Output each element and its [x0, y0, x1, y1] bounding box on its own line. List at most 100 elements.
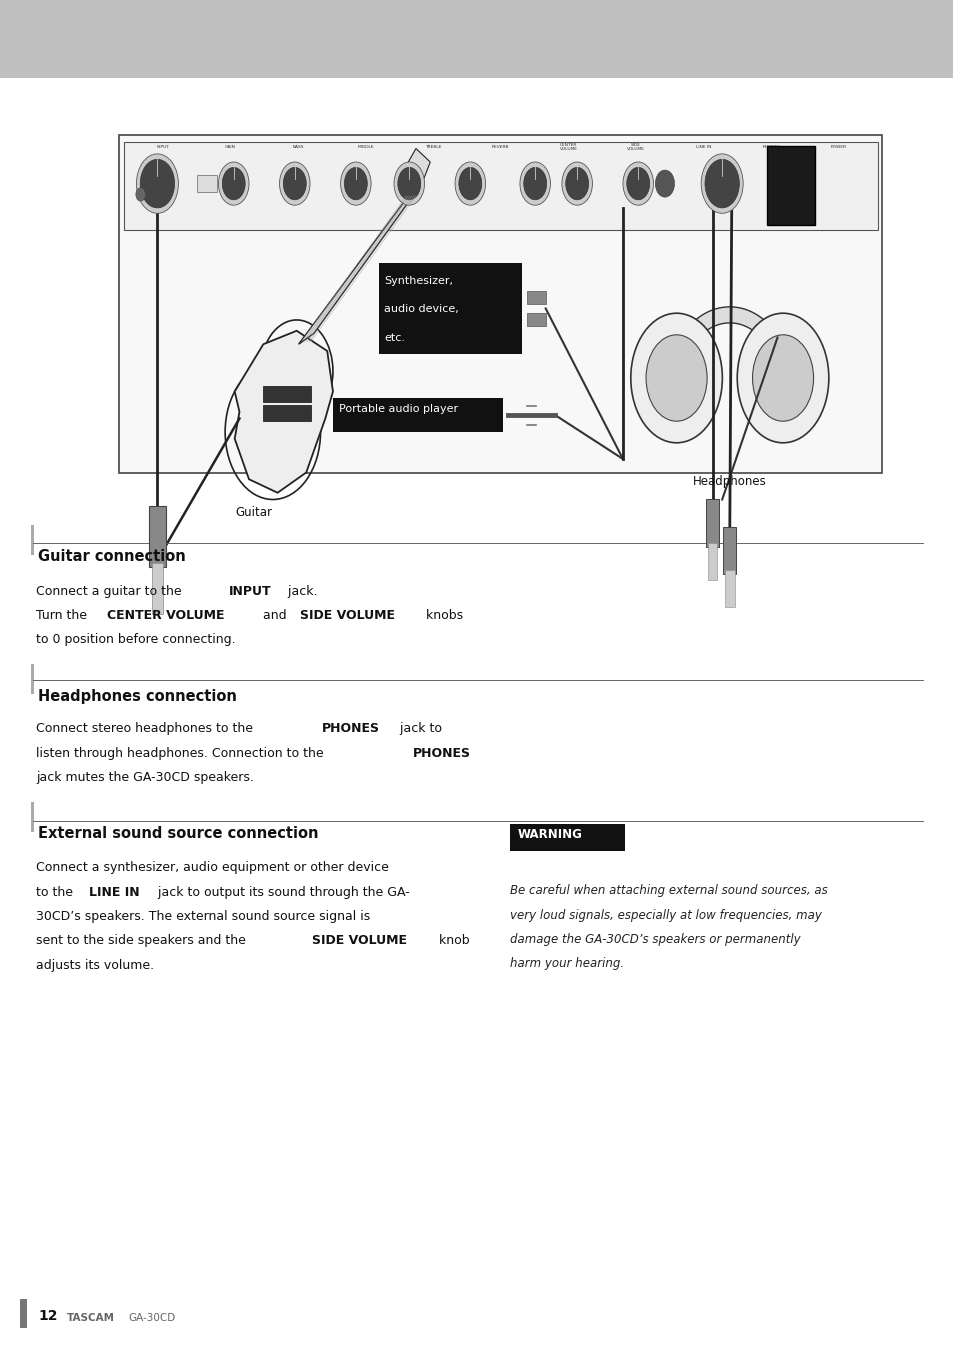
Circle shape	[135, 188, 145, 201]
Circle shape	[455, 162, 485, 205]
Text: 3 – Connections: 3 – Connections	[36, 26, 294, 53]
Text: Portable audio player: Portable audio player	[338, 404, 457, 413]
Text: etc.: etc.	[384, 333, 405, 343]
Text: CENTER
VOLUME: CENTER VOLUME	[558, 143, 577, 151]
Text: adjusts its volume.: adjusts its volume.	[36, 958, 154, 972]
Text: harm your hearing.: harm your hearing.	[510, 957, 624, 971]
Text: 12: 12	[38, 1310, 57, 1323]
Circle shape	[340, 162, 371, 205]
Bar	[766, 146, 814, 225]
Circle shape	[344, 167, 367, 200]
Bar	[149, 506, 166, 567]
Bar	[707, 543, 717, 580]
Bar	[333, 398, 502, 432]
Text: BASS: BASS	[292, 146, 303, 148]
Text: SIDE VOLUME: SIDE VOLUME	[312, 934, 407, 948]
Text: External sound source connection: External sound source connection	[38, 826, 318, 841]
Text: jack.: jack.	[284, 585, 317, 598]
Circle shape	[523, 167, 546, 200]
Circle shape	[645, 335, 706, 421]
Text: very loud signals, especially at low frequencies, may: very loud signals, especially at low fre…	[510, 909, 821, 922]
Bar	[20, 1299, 27, 1328]
Bar	[378, 262, 521, 354]
Bar	[119, 135, 882, 472]
Circle shape	[222, 167, 245, 200]
Text: SIDE VOLUME: SIDE VOLUME	[299, 609, 395, 622]
Text: PHONES: PHONES	[321, 722, 379, 736]
Circle shape	[626, 167, 649, 200]
Text: knob: knob	[435, 934, 469, 948]
Text: sent to the side speakers and the: sent to the side speakers and the	[36, 934, 250, 948]
Text: jack mutes the GA-30CD speakers.: jack mutes the GA-30CD speakers.	[36, 771, 253, 784]
Text: and: and	[258, 609, 290, 622]
Text: to the: to the	[36, 886, 77, 899]
Text: knobs: knobs	[422, 609, 463, 622]
Bar	[31, 664, 34, 694]
Polygon shape	[396, 148, 430, 202]
Bar	[124, 142, 877, 230]
Circle shape	[140, 159, 174, 208]
Bar	[0, 0, 953, 78]
Text: GAIN: GAIN	[225, 146, 235, 148]
Text: TREBLE: TREBLE	[424, 146, 441, 148]
Text: Headphones connection: Headphones connection	[38, 688, 236, 703]
Text: PHONES: PHONES	[761, 146, 780, 148]
Text: 30CD’s speakers. The external sound source signal is: 30CD’s speakers. The external sound sour…	[36, 910, 370, 923]
Polygon shape	[298, 192, 416, 344]
Text: PHONES: PHONES	[412, 747, 470, 760]
Text: TASCAM: TASCAM	[67, 1314, 114, 1323]
Circle shape	[279, 162, 310, 205]
Bar	[31, 525, 34, 555]
Text: Guitar connection: Guitar connection	[38, 549, 186, 564]
Text: GA-30CD: GA-30CD	[129, 1314, 176, 1323]
Polygon shape	[234, 331, 333, 493]
Text: Headphones: Headphones	[692, 475, 766, 489]
Text: SIDE
VOLUME: SIDE VOLUME	[626, 143, 644, 151]
Circle shape	[136, 154, 178, 213]
Circle shape	[622, 162, 653, 205]
Text: Connect a guitar to the: Connect a guitar to the	[36, 585, 186, 598]
Bar	[705, 500, 719, 547]
Text: audio device,: audio device,	[384, 305, 458, 315]
Bar	[722, 526, 736, 574]
Text: POWER: POWER	[830, 146, 846, 148]
Bar	[197, 176, 216, 192]
Bar	[526, 312, 545, 325]
Text: LINE IN: LINE IN	[89, 886, 140, 899]
Text: WARNING: WARNING	[517, 828, 582, 841]
Bar	[152, 563, 163, 614]
Bar	[724, 570, 734, 608]
Text: Synthesizer,: Synthesizer,	[384, 275, 453, 286]
Circle shape	[458, 167, 481, 200]
Text: Connect a synthesizer, audio equipment or other device: Connect a synthesizer, audio equipment o…	[36, 861, 389, 875]
Circle shape	[397, 167, 420, 200]
Circle shape	[565, 167, 588, 200]
Bar	[510, 824, 624, 850]
Text: jack to: jack to	[395, 722, 442, 736]
Circle shape	[704, 159, 739, 208]
Circle shape	[218, 162, 249, 205]
Text: damage the GA-30CD’s speakers or permanently: damage the GA-30CD’s speakers or permane…	[510, 933, 801, 946]
Text: INPUT: INPUT	[156, 146, 169, 148]
Text: MIDDLE: MIDDLE	[356, 146, 374, 148]
Text: REVERB: REVERB	[492, 146, 509, 148]
Bar	[526, 292, 545, 305]
Text: Turn the: Turn the	[36, 609, 91, 622]
Circle shape	[630, 313, 721, 443]
Circle shape	[561, 162, 592, 205]
Bar	[263, 405, 311, 421]
Text: Be careful when attaching external sound sources, as: Be careful when attaching external sound…	[510, 884, 827, 898]
Bar	[263, 386, 311, 402]
Text: LINE IN: LINE IN	[696, 146, 711, 148]
Circle shape	[655, 170, 674, 197]
Text: to 0 position before connecting.: to 0 position before connecting.	[36, 633, 235, 647]
Bar	[31, 802, 34, 832]
Text: Connect stereo headphones to the: Connect stereo headphones to the	[36, 722, 257, 736]
Text: INPUT: INPUT	[229, 585, 272, 598]
Text: Guitar: Guitar	[235, 506, 272, 520]
Text: listen through headphones. Connection to the: listen through headphones. Connection to…	[36, 747, 328, 760]
Circle shape	[394, 162, 424, 205]
Circle shape	[700, 154, 742, 213]
Polygon shape	[671, 306, 787, 370]
Circle shape	[737, 313, 828, 443]
